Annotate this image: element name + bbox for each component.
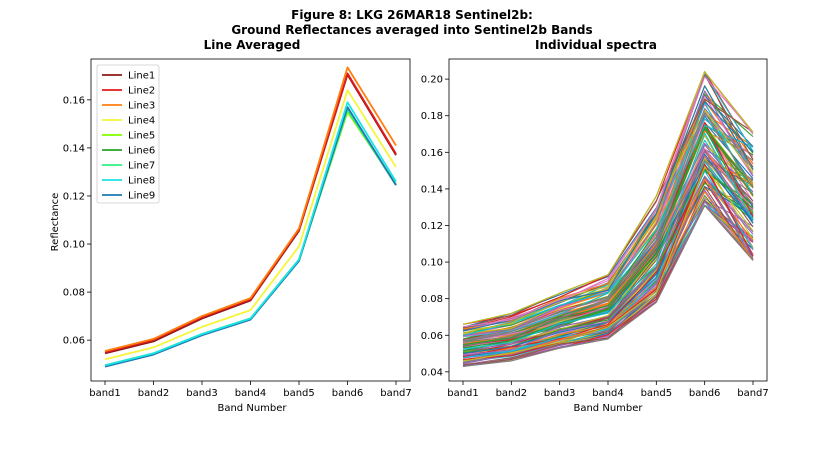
right-x-tick-label: band2 (496, 388, 528, 399)
series-line-line8 (104, 101, 397, 367)
spectrum-line (462, 150, 754, 356)
legend-label-line3: Line3 (128, 101, 155, 112)
right-y-tick-label: 0.14 (421, 184, 443, 195)
right-x-tick-label: band7 (737, 388, 769, 399)
left-x-tick-label: band2 (138, 388, 170, 399)
right-x-tick-label: band4 (592, 388, 624, 399)
left-x-tick-label: band3 (186, 388, 218, 399)
right-y-tick-label: 0.12 (421, 221, 443, 232)
series-line-line4 (104, 89, 397, 361)
right-x-tick-label: band6 (689, 388, 721, 399)
spectrum-line (462, 170, 754, 359)
right-y-tick-label: 0.10 (421, 258, 443, 269)
left-x-tick-label: band1 (89, 388, 121, 399)
legend-box (96, 64, 160, 204)
right-chart-title: Individual spectra (535, 38, 657, 52)
figure-title-line2: Ground Reflectances averaged into Sentin… (231, 23, 592, 37)
left-y-tick-label: 0.10 (63, 240, 85, 251)
spectrum-line (462, 126, 754, 346)
left-chart-title: Line Averaged (204, 38, 301, 52)
legend-label-line1: Line1 (128, 71, 155, 82)
right-x-axis-label: Band Number (573, 403, 643, 414)
left-y-tick-label: 0.06 (63, 336, 85, 347)
legend-label-line5: Line5 (128, 131, 155, 142)
left-plot-area: band1 band2 band3 band4 band5 band6 band7 0.06 0… (63, 58, 412, 399)
right-x-tick-label: band5 (641, 388, 673, 399)
left-x-tick-label: band6 (332, 388, 364, 399)
left-y-axis-label: Reflectance (50, 193, 61, 252)
right-y-tick-label: 0.08 (421, 294, 443, 305)
right-y-tick-label: 0.04 (421, 367, 443, 378)
series-line-line9 (104, 106, 397, 368)
spectrum-line (462, 155, 754, 346)
legend-label-line4: Line4 (128, 116, 155, 127)
spectrum-line (462, 169, 754, 352)
spectrum-line (462, 132, 754, 350)
individual-spectra-chart: Individual spectra band1 band2 band3 band4 b… (421, 38, 769, 414)
spectrum-line (462, 178, 754, 357)
spectrum-line (462, 109, 754, 334)
right-x-tick-label: band3 (544, 388, 576, 399)
left-x-tick-label: band7 (380, 388, 412, 399)
spectrum-line (462, 166, 754, 362)
right-y-tick-label: 0.06 (421, 331, 443, 342)
legend: Line1 Line2 Line3 Line4 Line5 Line6 Line7 Line8… (96, 64, 160, 204)
spectrum-line (462, 144, 754, 352)
spectrum-line (462, 158, 754, 352)
legend-label-line7: Line7 (128, 161, 155, 172)
legend-label-line2: Line2 (128, 86, 155, 97)
figure-title-line1: Figure 8: LKG 26MAR18 Sentinel2b: (291, 8, 533, 22)
series-line-line3 (104, 66, 397, 352)
left-x-axis-label: Band Number (217, 403, 287, 414)
left-y-tick-label: 0.14 (63, 143, 85, 154)
right-plot-area: band1 band2 band3 band4 band5 band6 band7 0.04 0… (421, 58, 769, 399)
right-y-tick-label: 0.20 (421, 75, 443, 86)
spectrum-line (462, 186, 754, 366)
left-y-tick-label: 0.08 (63, 288, 85, 299)
legend-label-line8: Line8 (128, 176, 155, 187)
left-x-tick-label: band4 (235, 388, 267, 399)
right-y-tick-label: 0.16 (421, 148, 443, 159)
left-x-tick-label: band5 (283, 388, 315, 399)
spectrum-line (462, 76, 754, 332)
spectrum-line (462, 107, 754, 342)
legend-label-line6: Line6 (128, 146, 155, 157)
right-x-tick-label: band1 (447, 388, 479, 399)
spectrum-line (462, 204, 754, 367)
right-y-tick-label: 0.18 (421, 111, 443, 122)
series-line-line2 (104, 72, 397, 354)
left-y-tick-label: 0.16 (63, 95, 85, 106)
legend-label-line9: Line9 (128, 191, 155, 202)
left-y-tick-label: 0.12 (63, 191, 85, 202)
spectrum-line (462, 112, 754, 343)
line-averaged-chart: Line Averaged band1 band2 band3 band4 band5 b… (50, 38, 412, 414)
spectrum-line (462, 70, 754, 325)
